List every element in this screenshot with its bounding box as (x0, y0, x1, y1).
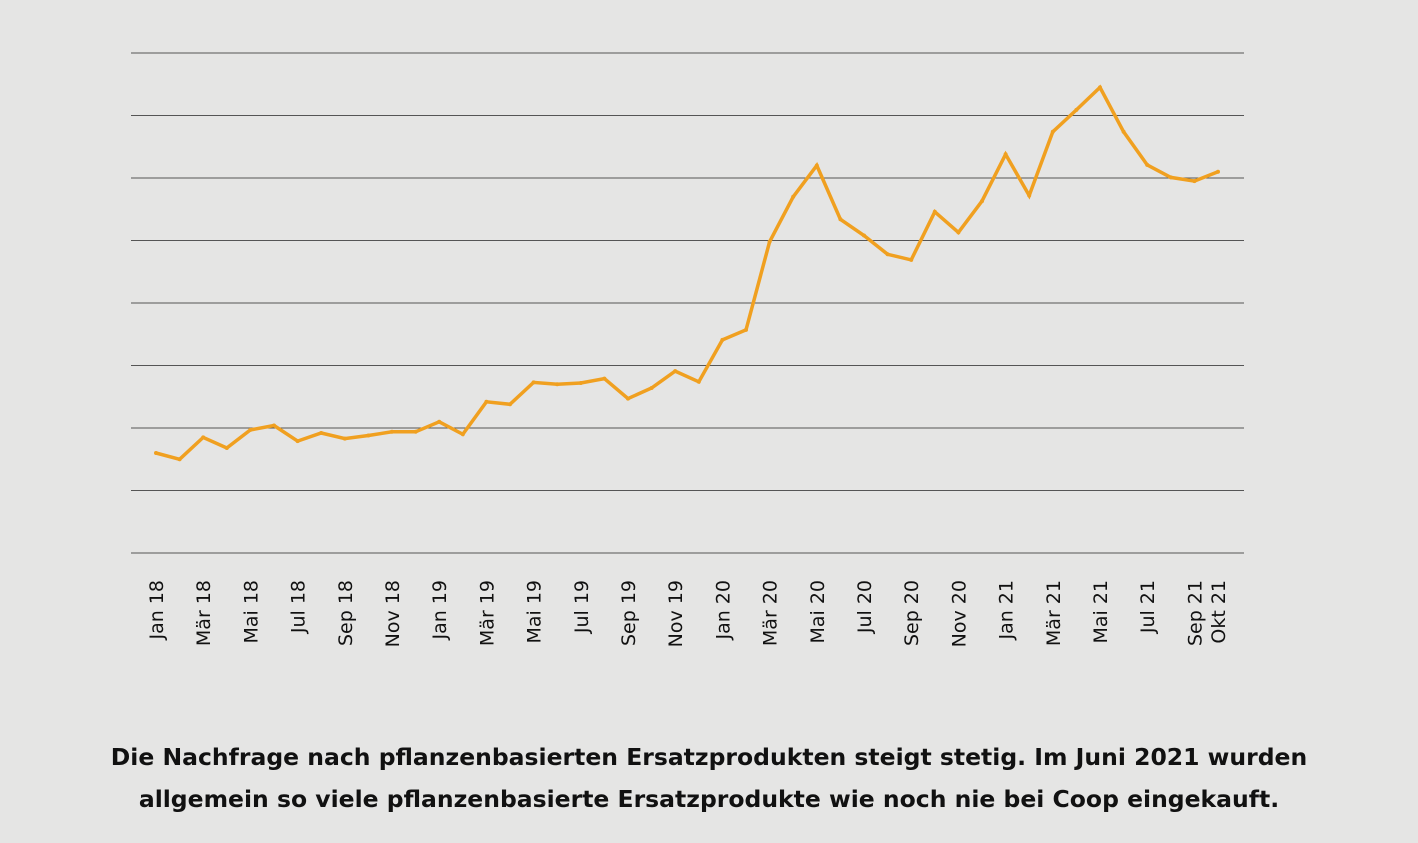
x-tick-label: Mai 20 (807, 580, 829, 644)
caption-line-1: Die Nachfrage nach pflanzenbasierten Ers… (110, 743, 1308, 771)
data-point (1168, 175, 1173, 180)
x-tick-label: Jul 18 (288, 580, 310, 634)
data-point (744, 327, 748, 332)
data-point (390, 429, 394, 434)
x-axis-tick-labels: Jan 18 Mär 18 Mai 18 Jul 18 Sep 18 Nov 18 Jan … (146, 580, 1230, 647)
data-point (248, 427, 253, 432)
data-point (1192, 179, 1197, 184)
gridlines (131, 52, 1244, 554)
data-point (673, 369, 678, 374)
series-line (155, 84, 1219, 462)
data-point (366, 433, 371, 438)
data-point (838, 217, 843, 222)
x-tick-label: Jul 20 (854, 580, 876, 634)
data-point (1098, 85, 1102, 90)
data-point (177, 457, 182, 462)
data-point (224, 446, 229, 450)
x-tick-label: Mai 21 (1090, 580, 1112, 644)
data-point (909, 257, 914, 262)
data-point (555, 382, 560, 387)
data-point (484, 399, 489, 404)
data-point (1216, 169, 1220, 174)
x-tick-label: Mai 19 (524, 580, 546, 644)
data-point (1050, 129, 1055, 134)
data-point (1074, 107, 1079, 112)
data-point (201, 435, 206, 440)
x-tick-label: Sep 19 (618, 580, 640, 646)
data-point (1027, 193, 1032, 198)
data-point (885, 252, 890, 257)
data-point (862, 233, 866, 238)
data-point (720, 337, 725, 342)
data-point (814, 163, 819, 168)
data-point (1003, 152, 1008, 157)
data-point (1145, 162, 1150, 167)
x-tick-label: Sep 20 (901, 580, 923, 646)
x-tick-label: Mär 18 (193, 580, 215, 646)
data-point (578, 381, 583, 385)
data-point (626, 396, 630, 401)
x-tick-label: Mär 21 (1043, 580, 1065, 646)
x-tick-label: Nov 19 (665, 580, 687, 647)
x-tick-label: Jul 21 (1137, 580, 1159, 634)
data-point (319, 431, 324, 435)
x-tick-label: Sep 18 (335, 580, 357, 646)
data-point (460, 432, 465, 437)
data-point (437, 419, 442, 424)
x-tick-label: Jan 19 (429, 580, 451, 641)
data-point (295, 439, 300, 444)
x-tick-label: Okt 21 (1208, 580, 1230, 644)
data-point (696, 379, 701, 384)
x-tick-label: Jan 18 (146, 580, 168, 641)
data-point (413, 429, 418, 434)
data-point (1121, 129, 1126, 134)
x-tick-label: Sep 21 (1184, 580, 1206, 646)
data-point (154, 451, 158, 455)
x-tick-label: Jan 21 (996, 580, 1018, 641)
data-point (272, 423, 276, 428)
data-point (956, 230, 961, 235)
line-chart: Jan 18 Mär 18 Mai 18 Jul 18 Sep 18 Nov 18 Jan … (131, 52, 1244, 647)
data-point (531, 380, 536, 385)
x-tick-label: Mai 18 (240, 580, 262, 644)
x-tick-label: Nov 20 (948, 580, 970, 647)
data-point (602, 376, 607, 381)
data-point (342, 436, 347, 441)
data-point (767, 239, 772, 244)
caption-line-2: allgemein so viele pflanzenbasierte Ersa… (138, 785, 1280, 813)
data-point (791, 194, 796, 199)
chart-caption: Die Nachfrage nach pflanzenbasierten Ers… (0, 736, 1418, 820)
x-tick-label: Jul 19 (571, 580, 593, 634)
data-point (932, 209, 937, 214)
x-tick-label: Mär 19 (476, 580, 498, 646)
data-point (980, 199, 984, 204)
data-point (508, 402, 512, 407)
data-point (649, 386, 654, 390)
x-tick-label: Jan 20 (712, 580, 734, 641)
series-group (154, 84, 1220, 462)
x-tick-label: Nov 18 (382, 580, 404, 647)
x-tick-label: Mär 20 (760, 580, 782, 646)
